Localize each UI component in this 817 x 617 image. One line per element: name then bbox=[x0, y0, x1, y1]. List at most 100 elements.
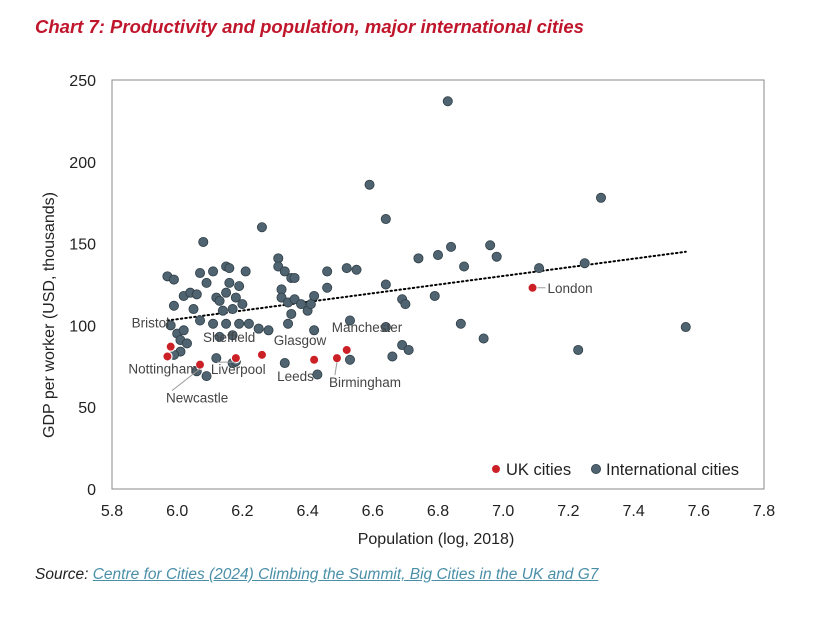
plot-border bbox=[111, 79, 765, 490]
y-axis-label: GDP per worker (USD, thousands) bbox=[41, 192, 58, 438]
international-point bbox=[341, 263, 352, 274]
international-point bbox=[455, 318, 466, 329]
source-prefix: Source: bbox=[35, 566, 89, 583]
international-point bbox=[263, 325, 274, 336]
international-point bbox=[446, 241, 457, 252]
international-point bbox=[534, 263, 545, 274]
source-line: Source: Centre for Cities (2024) Climbin… bbox=[35, 566, 598, 584]
source-link[interactable]: Centre for Cities (2024) Climbing the Su… bbox=[92, 566, 599, 583]
uk-city-label: Bristol bbox=[132, 316, 170, 331]
uk-point bbox=[256, 349, 268, 361]
international-point bbox=[283, 318, 294, 329]
international-point bbox=[191, 289, 202, 300]
international-point bbox=[286, 308, 297, 319]
y-tick-label: 200 bbox=[69, 155, 96, 172]
international-point bbox=[256, 222, 267, 233]
international-point bbox=[380, 322, 391, 333]
uk-point bbox=[331, 352, 343, 364]
x-tick-label: 7.8 bbox=[753, 503, 775, 520]
international-point bbox=[227, 330, 238, 341]
international-point bbox=[364, 179, 375, 190]
international-point bbox=[234, 318, 245, 329]
international-point bbox=[224, 277, 235, 288]
international-point bbox=[240, 266, 251, 277]
international-point bbox=[432, 250, 443, 261]
international-point bbox=[279, 266, 290, 277]
international-point bbox=[234, 281, 245, 292]
international-point bbox=[309, 290, 320, 301]
international-point bbox=[195, 268, 206, 279]
label-leader bbox=[334, 362, 338, 376]
international-point bbox=[380, 214, 391, 225]
international-point bbox=[312, 369, 323, 380]
international-point bbox=[168, 274, 179, 285]
international-point bbox=[253, 323, 264, 334]
international-points bbox=[162, 96, 691, 382]
x-tick-label: 6.2 bbox=[231, 503, 253, 520]
x-tick-label: 6.4 bbox=[296, 503, 318, 520]
y-tick-label: 250 bbox=[69, 73, 96, 90]
y-tick-label: 150 bbox=[69, 237, 96, 254]
international-point bbox=[178, 325, 189, 336]
international-point bbox=[214, 295, 225, 306]
international-point bbox=[400, 299, 411, 310]
y-tick-label: 100 bbox=[69, 318, 96, 335]
international-point bbox=[224, 263, 235, 274]
international-point bbox=[201, 277, 212, 288]
international-point bbox=[413, 253, 424, 264]
uk-city-label: Newcastle bbox=[166, 391, 228, 406]
international-point bbox=[198, 236, 209, 247]
international-point bbox=[403, 344, 414, 355]
point-labels: Bristol Nottingham Newcastle Liverpool Sheff… bbox=[128, 281, 592, 406]
international-point bbox=[296, 299, 307, 310]
uk-point bbox=[165, 341, 176, 352]
legend-international-marker bbox=[591, 463, 602, 474]
y-tick-label: 0 bbox=[87, 482, 96, 499]
international-point bbox=[237, 299, 248, 310]
uk-city-label: Leeds bbox=[277, 369, 314, 384]
international-point bbox=[214, 331, 225, 342]
uk-point bbox=[308, 354, 320, 365]
international-point bbox=[579, 258, 590, 269]
international-point bbox=[351, 264, 362, 275]
x-tick-label: 7.0 bbox=[492, 503, 514, 520]
chart-title: Chart 7: Productivity and population, ma… bbox=[35, 16, 584, 37]
international-point bbox=[289, 272, 300, 283]
international-point bbox=[165, 320, 176, 331]
international-point bbox=[195, 315, 206, 326]
international-point bbox=[380, 279, 391, 290]
uk-city-label: Birmingham bbox=[329, 375, 401, 390]
uk-point bbox=[527, 282, 538, 293]
x-axis-label: Population (log, 2018) bbox=[358, 531, 515, 548]
international-point bbox=[680, 322, 691, 333]
legend-international-label: International cities bbox=[606, 461, 739, 479]
international-point bbox=[344, 315, 355, 326]
international-point bbox=[208, 318, 219, 329]
x-tick-label: 6.6 bbox=[362, 503, 384, 520]
international-point bbox=[227, 304, 238, 315]
trendline bbox=[166, 250, 687, 322]
axis-ticks: 5.8 6.0 6.2 6.4 6.6 6.8 7.0 7.2 7.4 7.6 7.8 0 50 100 1… bbox=[69, 73, 775, 520]
uk-city-label: Manchester bbox=[332, 320, 403, 335]
international-point bbox=[168, 300, 179, 311]
international-point bbox=[243, 318, 254, 329]
international-point bbox=[279, 358, 290, 369]
international-point bbox=[459, 261, 470, 272]
uk-point bbox=[162, 351, 173, 362]
international-point bbox=[491, 251, 502, 262]
x-tick-label: 5.8 bbox=[101, 503, 123, 520]
uk-city-label: Liverpool bbox=[211, 362, 266, 377]
international-point bbox=[221, 287, 232, 298]
international-point bbox=[208, 266, 219, 277]
international-point bbox=[230, 292, 241, 303]
legend: UK cities International cities bbox=[490, 461, 739, 479]
international-point bbox=[217, 305, 228, 316]
international-point bbox=[211, 353, 222, 364]
legend-uk-marker bbox=[490, 463, 502, 475]
international-point bbox=[188, 304, 199, 315]
y-tick-label: 50 bbox=[78, 400, 96, 417]
uk-points bbox=[162, 282, 538, 370]
international-point bbox=[221, 318, 232, 329]
international-point bbox=[478, 333, 489, 344]
legend-uk-label: UK cities bbox=[506, 461, 571, 479]
